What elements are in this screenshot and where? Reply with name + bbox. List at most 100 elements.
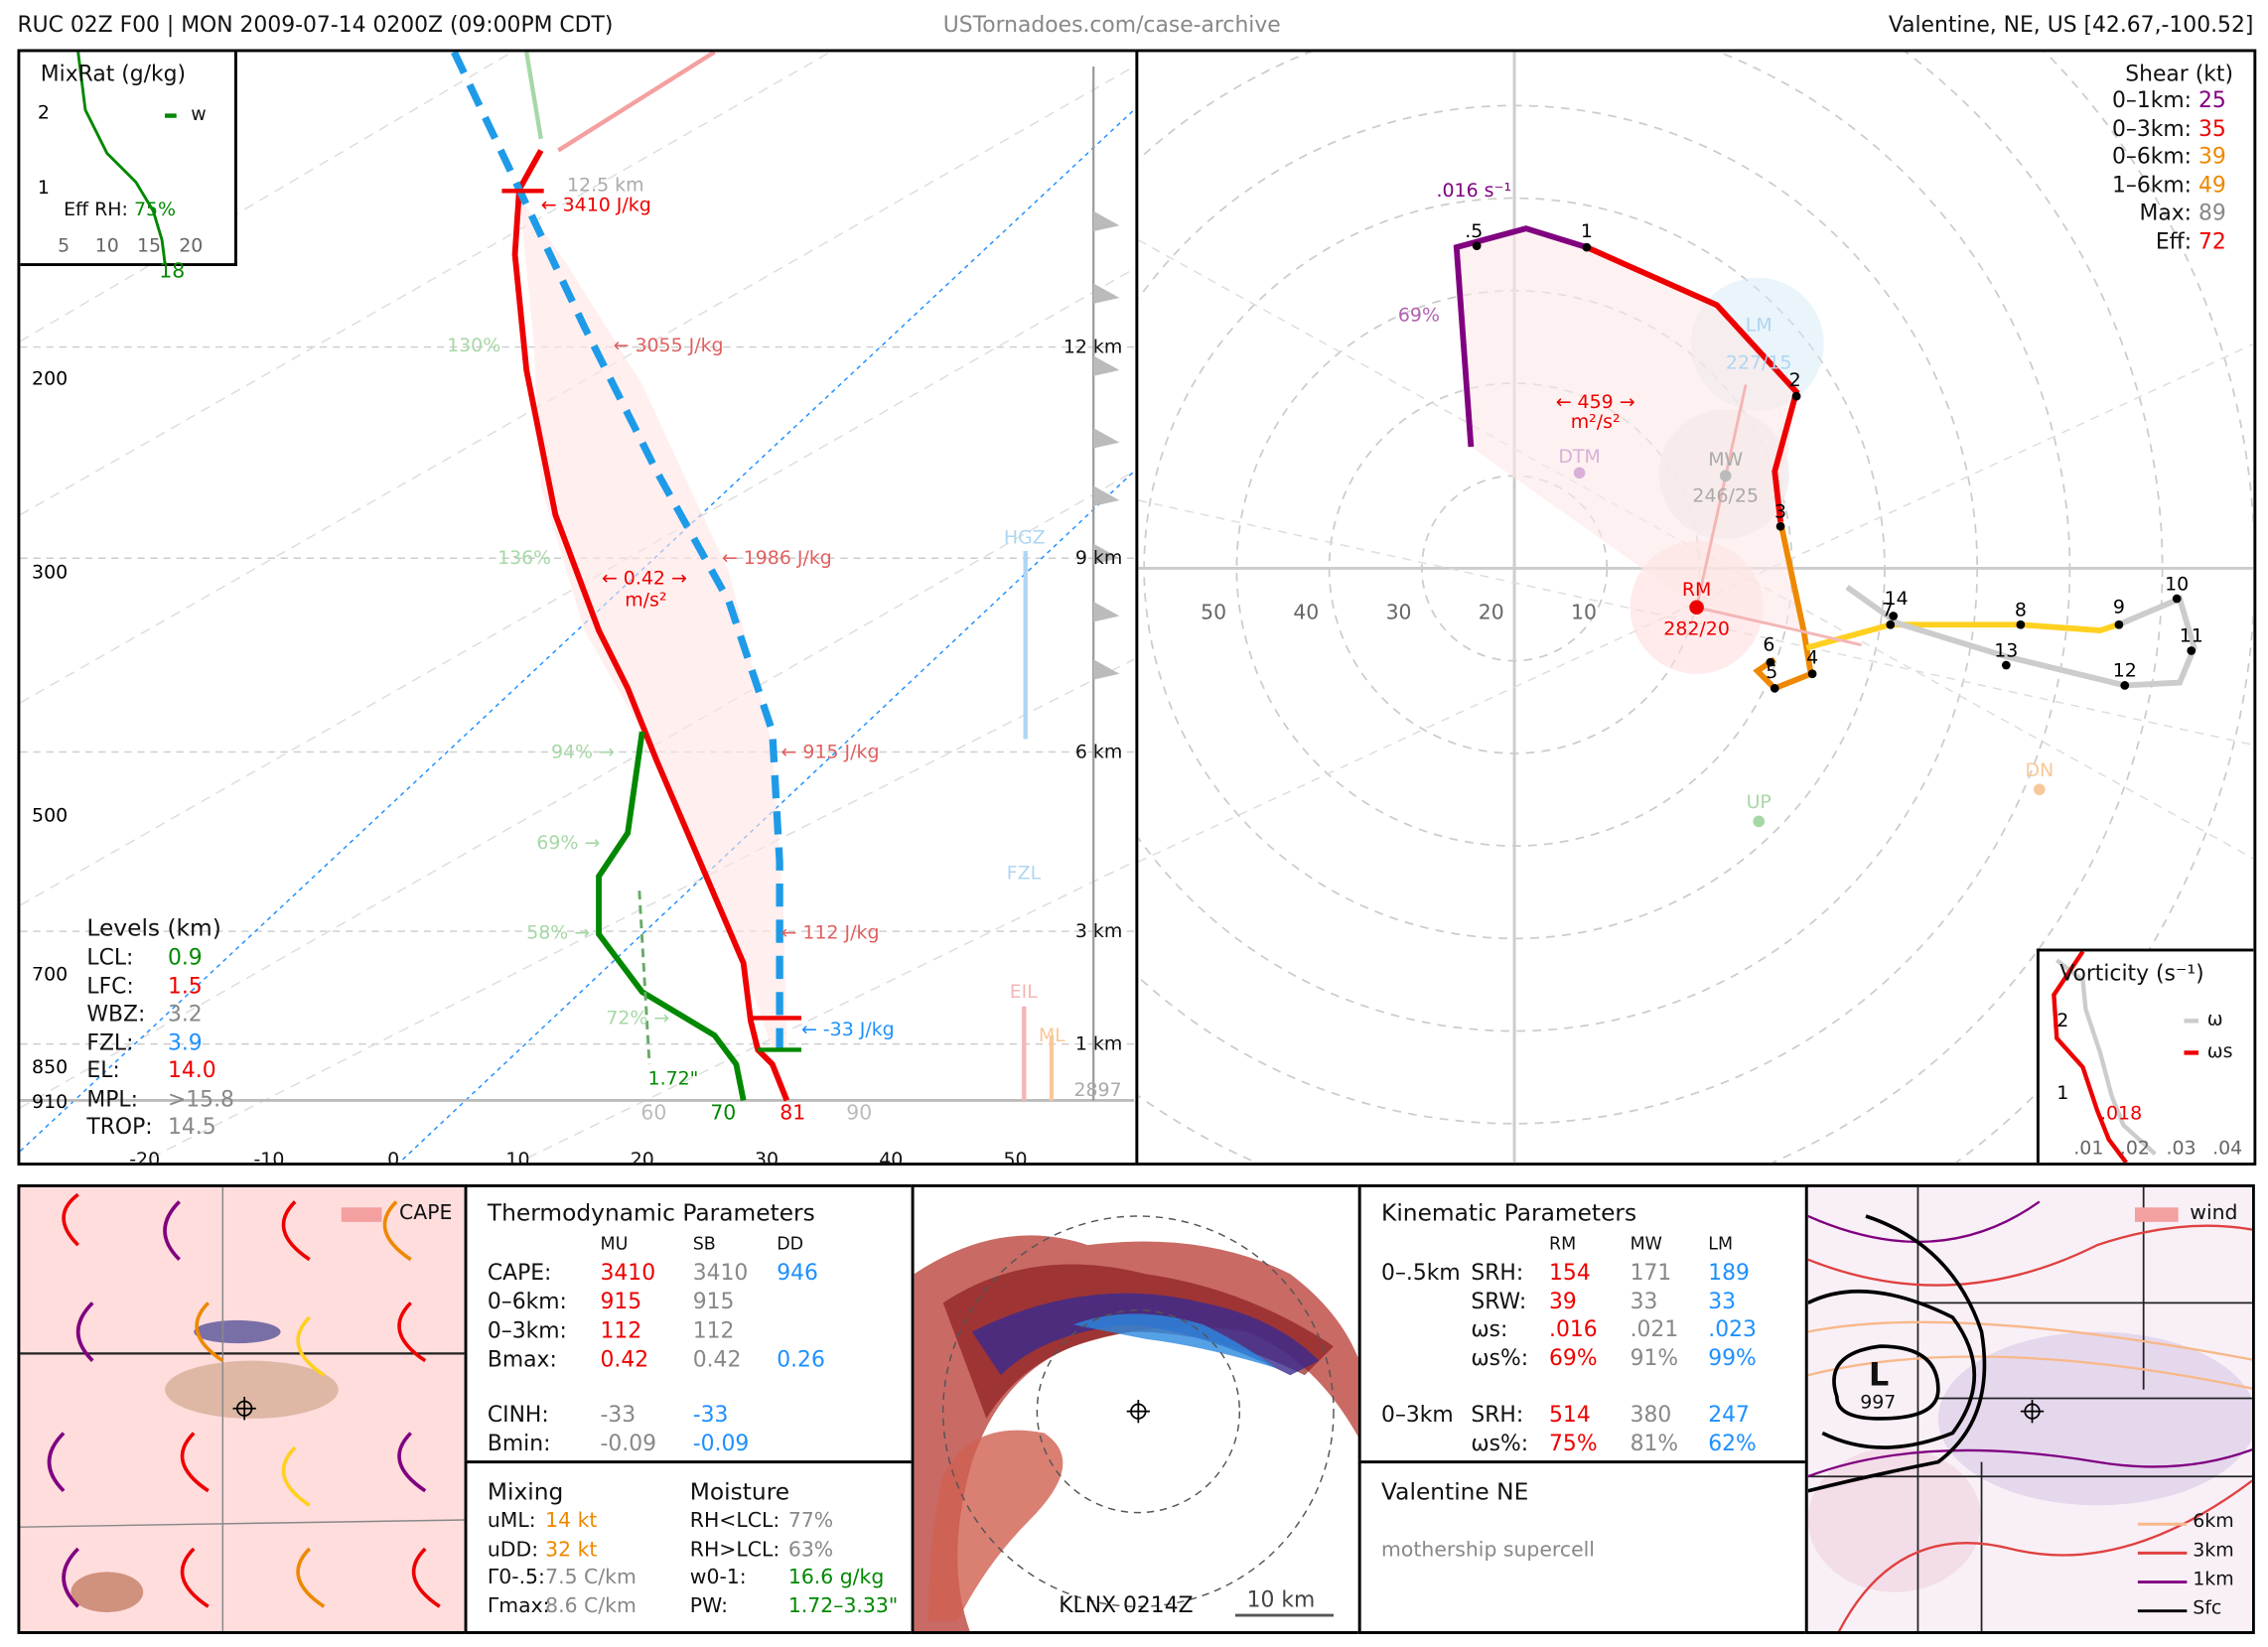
level-key: LCL: — [86, 944, 134, 971]
rh-label: 72% → — [606, 1007, 669, 1029]
rh-label: 130% — [447, 335, 500, 356]
cape-area — [518, 197, 787, 1050]
rm-label: RM — [1682, 579, 1711, 601]
hodo-pt-label: .5 — [1465, 220, 1483, 242]
el-height-label: 12.5 km — [567, 174, 644, 196]
moisture-value: 63% — [787, 1538, 834, 1562]
hodo-pt-label: 4 — [1806, 647, 1818, 669]
shear-key: 0–3km: — [2112, 114, 2193, 142]
srh-label: ← 459 → — [1556, 391, 1635, 413]
hodo-pt-label: 7 — [1882, 600, 1894, 621]
pw-label: 1.72" — [648, 1067, 699, 1089]
level-key: FZL: — [86, 1029, 134, 1055]
thermo-cell: 915 — [600, 1288, 642, 1315]
kin-cell: 91% — [1630, 1343, 1679, 1371]
rh-label: 136% — [497, 547, 551, 569]
hodo-pt-label: 6 — [1763, 633, 1774, 655]
level-value: 1.5 — [167, 972, 203, 999]
shear-table: Shear (kt) 0–1km: 25 0–3km: 35 0–6km: 39 1–… — [2112, 61, 2233, 256]
moisture-key: RH>LCL: — [689, 1538, 780, 1562]
vort-title: Vorticity (s⁻¹) — [2059, 960, 2204, 987]
thermo-cell: 0.42 — [600, 1346, 649, 1373]
kin-row-key: ωs%: — [1471, 1343, 1529, 1371]
height-tick: 12 km — [1063, 336, 1122, 357]
thermo-cell: -0.09 — [692, 1430, 750, 1456]
mixing-key: uDD: — [487, 1538, 539, 1562]
mixrat-inset: 2 1 5 10 15 20 MixRat (g/kg) w Eff RH: 7… — [20, 52, 237, 267]
t-tick: 20 — [631, 1149, 654, 1166]
radar-image — [914, 1215, 1358, 1632]
kin-cell: 39 — [1549, 1288, 1577, 1314]
level-value: 3.2 — [167, 1000, 203, 1028]
level-row: WBZ: 3.2 — [86, 1001, 234, 1029]
level-key: LFC: — [86, 972, 134, 999]
bmax-label: ← 0.42 → — [602, 567, 687, 589]
up-label: UP — [1747, 791, 1772, 813]
header-location: Valentine, NE, US [42.67,-100.52] — [1888, 11, 2254, 38]
dn-label: DN — [2025, 759, 2054, 781]
ring-label: 30 — [1386, 600, 1412, 623]
cape-label: ← 915 J/kg — [781, 741, 880, 762]
shear-value: 39 — [2198, 143, 2226, 170]
level-row: FZL: 3.9 — [86, 1029, 234, 1056]
level-key: TROP: — [86, 1113, 153, 1140]
fzl-label: FZL — [1007, 863, 1042, 885]
mixrat-tick: 10 — [95, 234, 119, 256]
hodo-pt-label: 9 — [2113, 597, 2125, 618]
low-pressure-symbol: L — [1868, 1357, 1890, 1395]
shear-value: 25 — [2198, 86, 2226, 113]
mixing-key: Γmax: — [487, 1593, 550, 1618]
dewpoint-trace — [596, 731, 747, 1102]
t-tick: -20 — [129, 1149, 160, 1166]
kin-cell: .016 — [1549, 1315, 1598, 1342]
station-marker-left — [232, 1397, 256, 1421]
rh-label: 58% → — [526, 921, 590, 943]
ring-label: 40 — [1293, 600, 1319, 623]
level-value: 14.0 — [167, 1056, 216, 1083]
level-row: TROP: 14.5 — [86, 1114, 234, 1142]
skewt-panel: 2 1 200 300 500 700 850 910 -20 -10 0 10… — [17, 49, 1139, 1167]
level-value: >15.8 — [167, 1085, 234, 1112]
moisture-title: Moisture — [689, 1477, 790, 1506]
height-tick: 9 km — [1075, 547, 1122, 569]
p-tick-910: 910 — [32, 1091, 68, 1113]
shear-row: 0–1km: 25 — [2112, 86, 2233, 114]
t-tick: 50 — [1003, 1149, 1027, 1166]
mixrat-tick: 15 — [137, 234, 161, 256]
p-tick-700: 700 — [32, 964, 68, 986]
station-marker-radar — [1126, 1399, 1150, 1424]
kin-cell: .023 — [1708, 1315, 1757, 1342]
kin-row-key: SRW: — [1471, 1288, 1527, 1314]
level-key: MPL: — [86, 1085, 138, 1112]
wind-legend-6km: 6km — [2193, 1511, 2234, 1533]
sfc-t: 81 — [780, 1100, 805, 1124]
shear-title: Shear (kt) — [2125, 61, 2233, 87]
level-value: 14.5 — [167, 1113, 216, 1140]
shear-value: 49 — [2198, 171, 2226, 198]
shear-row: 0–3km: 35 — [2112, 115, 2233, 143]
header-source[interactable]: USTornadoes.com/case-archive — [942, 11, 1281, 38]
thermo-row-key: 0–3km: — [487, 1316, 567, 1344]
kin-cell: 33 — [1630, 1288, 1658, 1314]
sfc-elev: 2897 — [1073, 1079, 1121, 1101]
mixrat-y-tick: 2 — [38, 101, 50, 123]
cape-label: ← 112 J/kg — [781, 921, 880, 943]
ring-label: 10 — [1571, 600, 1597, 623]
radar-panel: KLNX 0214Z 10 km — [911, 1183, 1361, 1634]
virtual-temp-trace — [557, 52, 716, 153]
vort-value: .018 — [2100, 1102, 2142, 1124]
thermo-row-key: 0–6km: — [487, 1288, 567, 1315]
p-tick-300: 300 — [32, 562, 68, 584]
cape-map-legend: CAPE — [399, 1201, 453, 1225]
hodo-pt-label: 14 — [1885, 588, 1909, 610]
shear-value: 72 — [2198, 227, 2226, 254]
mixing-title: Mixing — [487, 1477, 564, 1506]
station-note: mothership supercell — [1381, 1538, 1595, 1563]
kin-group-1: 0–.5km — [1381, 1259, 1461, 1286]
mixing-value: 8.6 C/km — [545, 1593, 637, 1618]
cinh-label: ← -33 J/kg — [801, 1019, 895, 1040]
vort-legend-1: ω — [2206, 1009, 2223, 1031]
mixing-value: 7.5 C/km — [545, 1566, 637, 1589]
sfc-tv: 90 — [846, 1100, 872, 1124]
hodo-pt-label: 13 — [1994, 639, 2018, 661]
